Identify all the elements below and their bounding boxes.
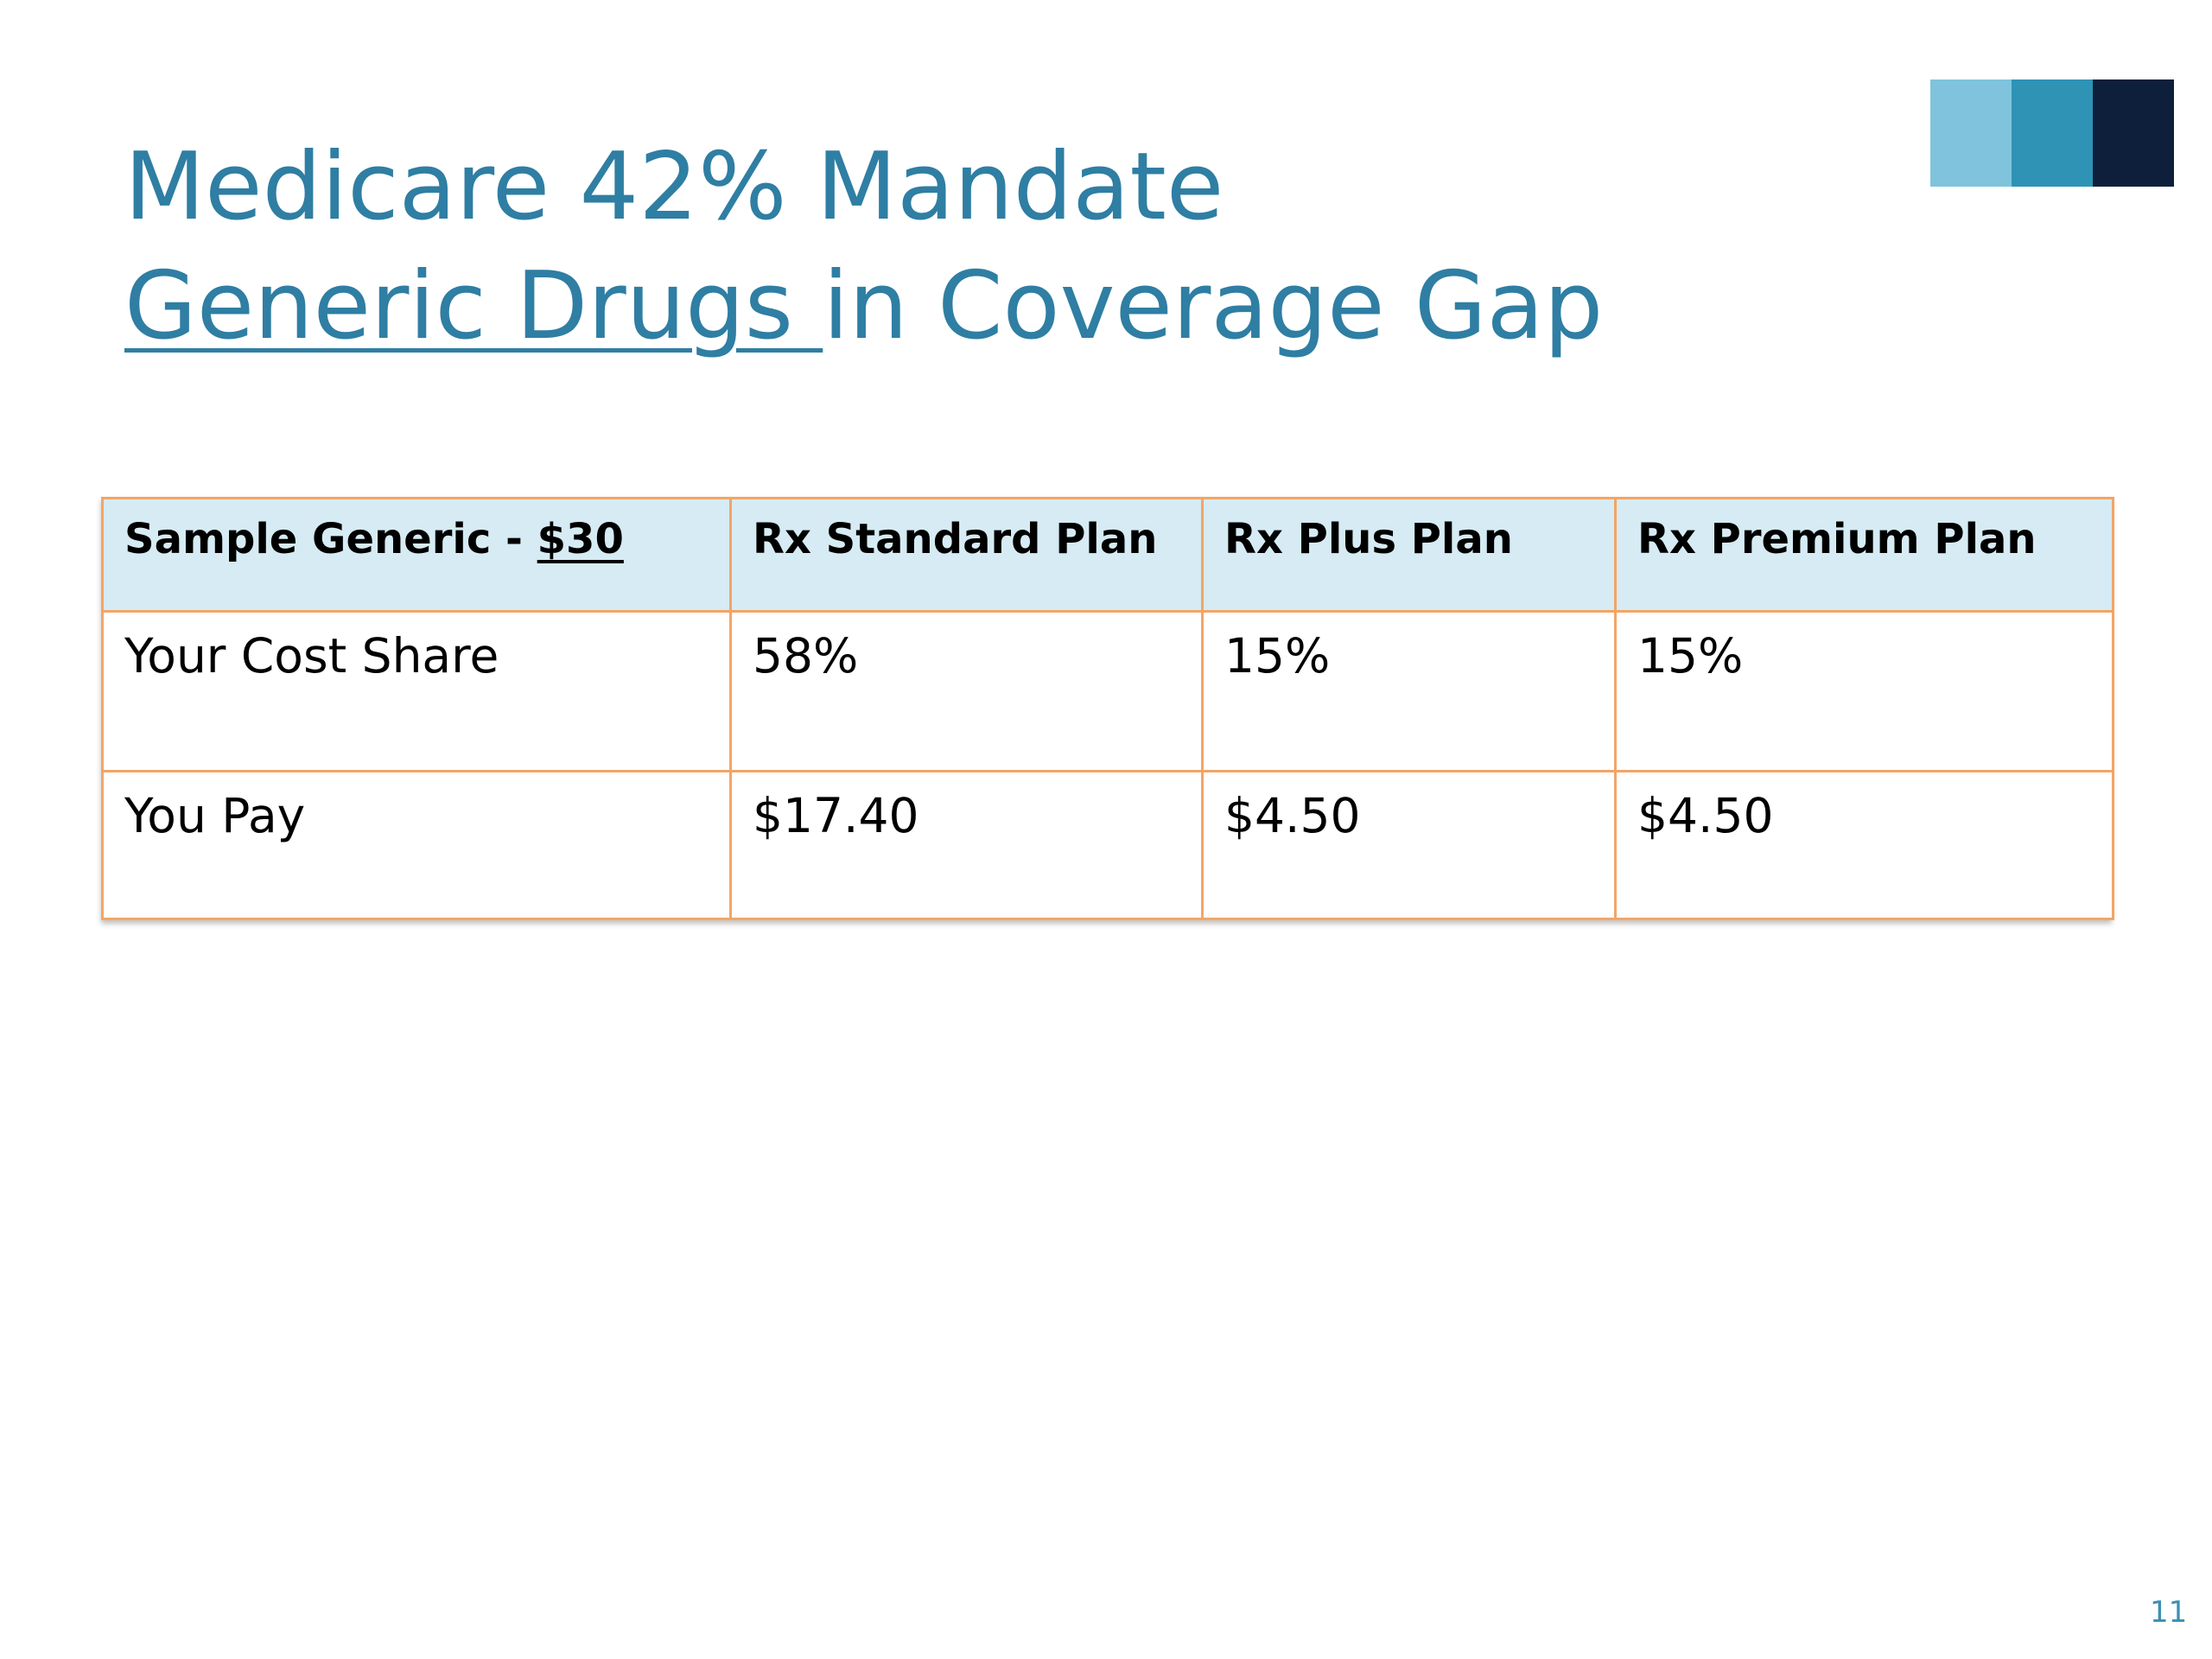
table-cell: You Pay [101,770,732,920]
header-rx-plus-plan: Rx Plus Plan [1201,497,1617,613]
table-cell: $4.50 [1614,770,2114,920]
header-rx-premium-plan: Rx Premium Plan [1614,497,2114,613]
accent-block-medium [2012,79,2093,187]
table-cell: 15% [1201,610,1617,772]
header-rx-standard-plan: Rx Standard Plan [729,497,1204,613]
table-cell: $17.40 [729,770,1204,920]
table-cell: 58% [729,610,1204,772]
table-cell: $4.50 [1201,770,1617,920]
accent-block-dark [2093,79,2174,187]
title-line-2: Generic Drugs in Coverage Gap [124,247,2025,366]
plan-comparison-table: Sample Generic - $30 Rx Standard Plan Rx… [101,497,2114,920]
accent-block-light [1930,79,2012,187]
header-sample-generic-label: Sample Generic - [124,515,537,563]
table-cell: 15% [1614,610,2114,772]
table-cell: Your Cost Share [101,610,732,772]
page-number: 11 [2150,1595,2188,1630]
table-header-row: Sample Generic - $30 Rx Standard Plan Rx… [101,497,2114,613]
header-sample-generic-amount: $30 [537,515,624,563]
header-sample-generic: Sample Generic - $30 [101,497,732,613]
title-underlined-text: Generic Drugs [124,252,823,360]
title-rest-text: in Coverage Gap [823,252,1604,360]
title-line-1: Medicare 42% Mandate [124,133,1224,241]
accent-color-blocks [1930,79,2174,187]
table-row: Your Cost Share 58% 15% 15% [101,610,2114,772]
table-row: You Pay $17.40 $4.50 $4.50 [101,770,2114,920]
slide-title: Medicare 42% Mandate Generic Drugs in Co… [124,128,2025,366]
